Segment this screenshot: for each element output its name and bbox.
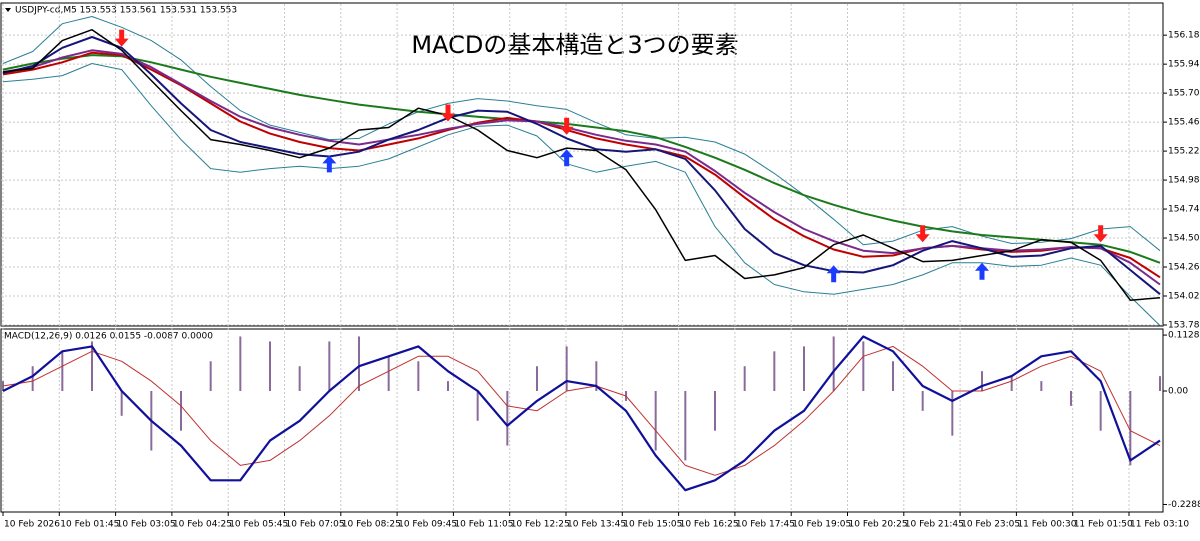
sell-arrow	[559, 117, 574, 135]
sell-arrow	[441, 104, 455, 122]
buy-arrow	[322, 155, 337, 173]
x-tick-label: 10 Feb 2026	[4, 520, 60, 530]
y-tick-label: 153.785	[1168, 320, 1200, 330]
series-line	[2, 49, 1161, 286]
y-tick-label: 156.185	[1168, 31, 1200, 41]
x-tick-label: 10 Feb 13:45	[567, 520, 626, 530]
series-line	[2, 335, 1161, 492]
panel-icon	[5, 8, 11, 12]
macd-header: MACD(12,26,9) 0.0126 0.0155 -0.0087 0.00…	[4, 332, 213, 342]
y-tick-label: 155.705	[1168, 89, 1200, 99]
x-tick-label: 10 Feb 05:45	[229, 520, 288, 530]
x-tick-label: 10 Feb 07:05	[286, 520, 345, 530]
x-tick-label: 10 Feb 03:05	[117, 520, 176, 530]
y-tick-label: -0.2288	[1168, 500, 1200, 510]
buy-arrow	[826, 265, 841, 283]
x-tick-label: 11 Feb 00:30	[1017, 520, 1076, 530]
x-tick-label: 10 Feb 19:05	[792, 520, 851, 530]
sell-arrow	[915, 225, 930, 243]
x-tick-label: 10 Feb 17:45	[736, 520, 795, 530]
y-tick-label: 0.1128	[1168, 331, 1200, 341]
y-tick-label: 154.985	[1168, 176, 1200, 186]
sell-arrow	[1093, 225, 1108, 243]
series-line	[2, 63, 1161, 326]
y-tick-label: 154.745	[1168, 205, 1200, 215]
y-tick-label: 0.00	[1168, 387, 1188, 397]
y-tick-label: 155.225	[1168, 147, 1200, 157]
macd-frame	[0, 328, 1164, 513]
x-tick-label: 10 Feb 21:45	[905, 520, 964, 530]
series-line	[2, 54, 1161, 264]
x-tick-label: 10 Feb 23:05	[961, 520, 1020, 530]
y-tick-label: 155.945	[1168, 60, 1200, 70]
x-tick-label: 11 Feb 03:10	[1130, 520, 1189, 530]
y-tick-label: 154.505	[1168, 234, 1200, 244]
buy-arrow	[975, 262, 989, 280]
series-line	[2, 36, 1161, 295]
x-tick-label: 10 Feb 09:45	[398, 520, 457, 530]
series-line	[2, 28, 1161, 301]
y-tick-label: 154.265	[1168, 263, 1200, 273]
x-tick-label: 10 Feb 01:45	[60, 520, 119, 530]
x-tick-label: 10 Feb 15:05	[623, 520, 682, 530]
price-frame	[0, 2, 1164, 327]
x-tick-label: 11 Feb 01:50	[1074, 520, 1133, 530]
x-tick-label: 10 Feb 20:25	[849, 520, 908, 530]
y-tick-label: 155.465	[1168, 118, 1200, 128]
buy-arrow	[559, 149, 574, 167]
y-tick-label: 154.025	[1168, 292, 1200, 302]
price-header: USDJPY-cd,M5 153.553 153.561 153.531 153…	[15, 6, 237, 16]
x-tick-label: 10 Feb 04:25	[173, 520, 232, 530]
x-tick-label: 10 Feb 16:25	[680, 520, 739, 530]
sell-arrow	[114, 29, 129, 47]
series-line	[2, 345, 1161, 476]
x-tick-label: 10 Feb 08:25	[342, 520, 401, 530]
x-tick-label: 10 Feb 12:25	[511, 520, 570, 530]
x-tick-label: 10 Feb 11:05	[454, 520, 513, 530]
